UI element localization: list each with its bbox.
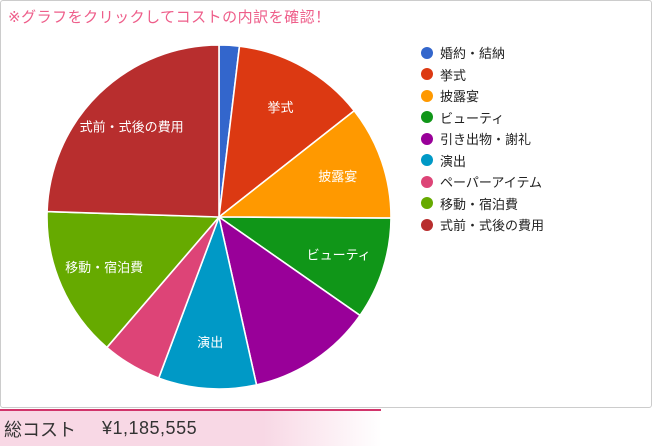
pie-slice-label: 演出 <box>197 335 223 350</box>
legend-swatch-icon <box>421 175 433 188</box>
legend-swatch-icon <box>421 197 433 210</box>
legend-swatch-icon <box>421 68 433 81</box>
legend-item-label: 移動・宿泊費 <box>440 196 519 212</box>
legend-item-婚約・結納[interactable]: 婚約・結納 <box>421 42 544 64</box>
pie-slice-移動・宿泊費[interactable] <box>46 210 220 349</box>
legend-item-label: 引き出物・謝礼 <box>440 132 532 148</box>
legend-item-移動・宿泊費[interactable]: 移動・宿泊費 <box>421 193 544 215</box>
pie-slice-label: ビューティ <box>307 248 371 263</box>
chart-area: ※グラフをクリックしてコストの内訳を確認！ 挙式 披露宴 ビューティ 演出 移動・宿泊費… <box>0 0 652 408</box>
pie-slice-引き出物・謝礼[interactable] <box>218 216 361 386</box>
total-cost-value: ¥1,185,555 <box>102 418 198 438</box>
legend-item-label: ペーパーアイテム <box>440 175 543 191</box>
legend-item-式前・式後の費用[interactable]: 式前・式後の費用 <box>421 214 544 236</box>
total-divider-line <box>0 409 381 411</box>
legend-swatch-icon <box>421 46 433 59</box>
legend-item-label: 演出 <box>440 153 467 169</box>
legend-item-label: 挙式 <box>440 67 467 83</box>
legend-item-挙式[interactable]: 挙式 <box>421 64 544 86</box>
pie-slice-式前・式後の費用[interactable] <box>46 44 220 218</box>
total-cost-bar: 総コスト ¥1,185,555 <box>0 411 658 446</box>
legend-item-label: 婚約・結納 <box>440 46 506 62</box>
legend-item-ペーパーアイテム[interactable]: ペーパーアイテム <box>421 171 544 193</box>
legend-swatch-icon <box>421 132 433 145</box>
legend-item-引き出物・謝礼[interactable]: 引き出物・謝礼 <box>421 128 544 150</box>
legend-swatch-icon <box>421 154 433 167</box>
pie-slice-label: 挙式 <box>267 100 293 115</box>
pie-slice-ビューティ[interactable] <box>218 216 392 317</box>
legend-swatch-icon <box>421 218 433 231</box>
legend-item-label: ビューティ <box>440 110 505 126</box>
chart-legend: 婚約・結納挙式披露宴ビューティ引き出物・謝礼 演出ペーパーアイテム 移動・宿泊費式前… <box>421 42 544 236</box>
total-cost-label: 総コスト <box>4 419 76 440</box>
legend-swatch-icon <box>421 111 433 124</box>
chart-instruction-note: ※グラフをクリックしてコストの内訳を確認！ <box>8 9 331 26</box>
pie-slice-挙式[interactable] <box>218 45 356 218</box>
pie-slice-label: 披露宴 <box>318 169 357 184</box>
legend-item-演出[interactable]: 演出 <box>421 150 544 172</box>
legend-item-label: 披露宴 <box>440 89 480 105</box>
legend-item-披露宴[interactable]: 披露宴 <box>421 85 544 107</box>
legend-item-ビューティ[interactable]: ビューティ <box>421 107 544 129</box>
pie-slice-披露宴[interactable] <box>218 109 392 219</box>
legend-swatch-icon <box>421 89 433 102</box>
pie-slice-演出[interactable] <box>157 216 258 390</box>
pie-slice-label: 式前・式後の費用 <box>80 119 184 134</box>
pie-slice-label: 移動・宿泊費 <box>65 260 143 275</box>
legend-item-label: 式前・式後の費用 <box>440 218 545 234</box>
